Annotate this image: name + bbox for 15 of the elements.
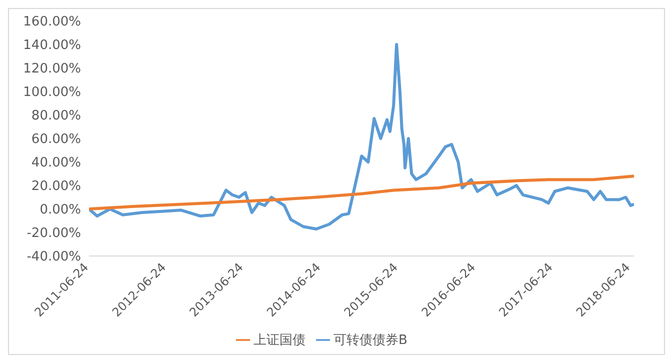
y-tick-label: -20.00% (26, 226, 81, 242)
y-tick-label: 0.00% (40, 202, 81, 218)
line-series (89, 43, 634, 230)
y-tick-label: -40.00% (26, 250, 81, 265)
y-tick-label: 20.00% (31, 179, 81, 194)
line-series (89, 174, 634, 210)
y-tick-label: 120.00% (23, 62, 81, 77)
y-tick-label: 60.00% (31, 132, 81, 148)
legend-label: 上证国债 (254, 333, 306, 348)
y-tick-label: 100.00% (23, 85, 81, 100)
y-tick-label: 140.00% (23, 38, 81, 54)
y-tick-label: 80.00% (31, 108, 81, 124)
y-tick-label: 160.00% (23, 14, 81, 30)
legend-label: 可转债债券B (334, 333, 408, 348)
y-tick-label: 40.00% (31, 156, 81, 171)
